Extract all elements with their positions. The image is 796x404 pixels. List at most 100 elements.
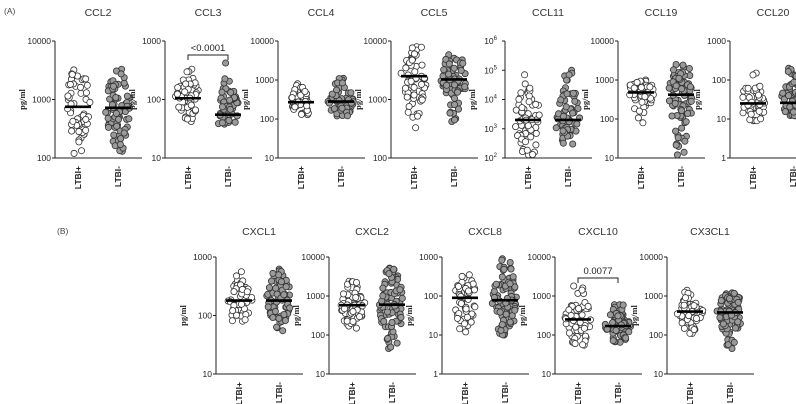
ccl11-point-ltbi	[525, 98, 533, 106]
cxcl8-point-ltbi	[471, 303, 479, 311]
ccl19-point-ltbi	[682, 118, 690, 126]
ccl19-point-ltbi	[665, 97, 673, 105]
ccl5-point-ltbi	[450, 101, 458, 109]
cxcl2-point-ltbi	[352, 324, 360, 332]
cxcl2-point-ltbi	[340, 305, 348, 313]
cxcl1-point-ltbi	[282, 283, 290, 291]
cxcl1-point-ltbi	[237, 268, 245, 276]
ccl3-title: CCL3	[195, 7, 222, 19]
ccl19-point-ltbi	[646, 83, 654, 91]
ccl5-point-ltbi	[401, 84, 409, 92]
cxcl10-point-ltbi	[565, 329, 573, 337]
cxcl10-panel: CXCL10 pg/ml 10 100 1000 10000 LTBI+ LTBI- 0.007…	[517, 226, 642, 404]
ccl19-point-ltbi	[685, 65, 693, 73]
ccl5-tick-label: 10000	[363, 36, 387, 46]
ccl19-point-ltbi	[668, 112, 676, 120]
cxcl10-point-ltbi	[580, 324, 588, 332]
ccl20-point-ltbi	[784, 68, 792, 76]
ccl2-point-ltbi	[82, 115, 90, 123]
ccl3-tick-label: 1000	[142, 36, 161, 46]
ccl20-point-ltbi	[756, 82, 764, 90]
ccl20-point-ltbi	[757, 115, 765, 123]
cx3cl1-point-ltbi	[682, 294, 690, 302]
cx3cl1-point-ltbi	[730, 289, 738, 297]
cxcl1-point-ltbi	[269, 313, 277, 321]
ccl2-category-ltbi: LTBI-	[113, 166, 123, 187]
cxcl10-point-ltbi	[584, 302, 592, 310]
ccl5-point-ltbi	[408, 56, 416, 64]
cxcl10-tick-label: 1000	[532, 291, 551, 301]
ccl11-point-ltbi	[522, 138, 530, 146]
cxcl1-point-ltbi	[280, 291, 288, 299]
ccl19-point-ltbi	[672, 141, 680, 149]
cxcl1-category-ltbi: LTBI+	[234, 382, 244, 404]
ccl2-ylabel: pg/ml	[17, 88, 27, 109]
ccl3-point-ltbi	[225, 116, 233, 124]
cx3cl1-point-ltbi	[734, 298, 742, 306]
cxcl1-point-ltbi	[232, 311, 240, 319]
cxcl2-point-ltbi	[352, 293, 360, 301]
ccl2-point-ltbi	[83, 81, 91, 89]
cxcl8-point-ltbi	[462, 305, 470, 313]
cx3cl1-point-ltbi	[724, 341, 732, 349]
cxcl1-point-ltbi	[279, 327, 287, 335]
cx3cl1-point-ltbi	[717, 297, 725, 305]
cxcl8-ylabel: pg/ml	[404, 304, 414, 325]
ccl19-tick-label: 10	[605, 153, 615, 163]
ccl3-point-ltbi	[226, 96, 234, 104]
ccl2-title: CCL2	[85, 7, 112, 19]
cxcl10-point-ltbi	[612, 326, 620, 334]
ccl2-point-ltbi	[75, 128, 83, 136]
cxcl1-point-ltbi	[281, 316, 289, 324]
cxcl10-category-ltbi: LTBI-	[613, 382, 623, 403]
cxcl10-p-value: 0.0077	[583, 266, 612, 277]
cxcl8-point-ltbi	[453, 314, 461, 322]
ccl3-category-ltbi: LTBI-	[223, 166, 233, 187]
ccl11-point-ltbi	[517, 89, 525, 97]
ccl19-panel: CCL19 pg/ml 10 100 1000 10000 LTBI+ LTBI-	[580, 7, 705, 189]
ccl19-tick-label: 1000	[595, 75, 614, 85]
ccl4-category-ltbi: LTBI+	[296, 166, 306, 189]
ccl5-category-ltbi: LTBI+	[409, 166, 419, 189]
ccl4-tick-label: 10	[265, 153, 275, 163]
ccl11-point-ltbi	[532, 100, 540, 108]
cxcl8-tick-label: 10	[429, 330, 439, 340]
ccl4-point-ltbi	[301, 88, 309, 96]
ccl4-point-ltbi	[288, 94, 296, 102]
ccl5-panel: CCL5 pg/ml 100 1000 10000 LTBI+ LTBI-	[353, 7, 478, 189]
cxcl8-point-ltbi	[498, 256, 506, 264]
cxcl2-category-ltbi: LTBI+	[347, 382, 357, 404]
ccl3-point-ltbi	[191, 106, 199, 114]
ccl5-point-ltbi	[418, 61, 426, 69]
ccl19-point-ltbi	[686, 83, 694, 91]
ccl5-point-ltbi	[403, 93, 411, 101]
ccl2-point-ltbi	[123, 92, 131, 100]
cxcl8-point-ltbi	[498, 321, 506, 329]
cxcl1-point-ltbi	[277, 278, 285, 286]
cxcl2-category-ltbi: LTBI-	[387, 382, 397, 403]
ccl11-point-ltbi	[526, 84, 534, 92]
ccl2-point-ltbi	[86, 98, 94, 106]
ccl3-point-ltbi	[182, 80, 190, 88]
ccl2-point-ltbi	[112, 94, 120, 102]
ccl11-panel: CCL11 pg/ml 102 103 104 105 106 LTBI+ LTBI-	[467, 7, 592, 189]
ccl19-point-ltbi	[674, 134, 682, 142]
ccl5-tick-label: 100	[373, 153, 387, 163]
cxcl2-point-ltbi	[385, 270, 393, 278]
ccl5-point-ltbi	[443, 81, 451, 89]
cxcl1-point-ltbi	[272, 284, 280, 292]
cxcl8-point-ltbi	[457, 299, 465, 307]
ccl19-point-ltbi	[675, 74, 683, 82]
cxcl8-point-ltbi	[507, 265, 515, 273]
ccl20-tick-label: 10	[717, 114, 727, 124]
ccl5-point-ltbi	[411, 68, 419, 76]
ccl2-point-ltbi	[104, 114, 112, 122]
ccl20-tick-label: 1000	[707, 36, 726, 46]
ccl11-point-ltbi	[518, 104, 526, 112]
cx3cl1-tick-label: 10000	[639, 252, 663, 262]
section-a-label: (A)	[4, 6, 16, 16]
cxcl8-point-ltbi	[467, 318, 475, 326]
ccl2-point-ltbi	[120, 129, 128, 137]
ccl4-point-ltbi	[343, 112, 351, 120]
